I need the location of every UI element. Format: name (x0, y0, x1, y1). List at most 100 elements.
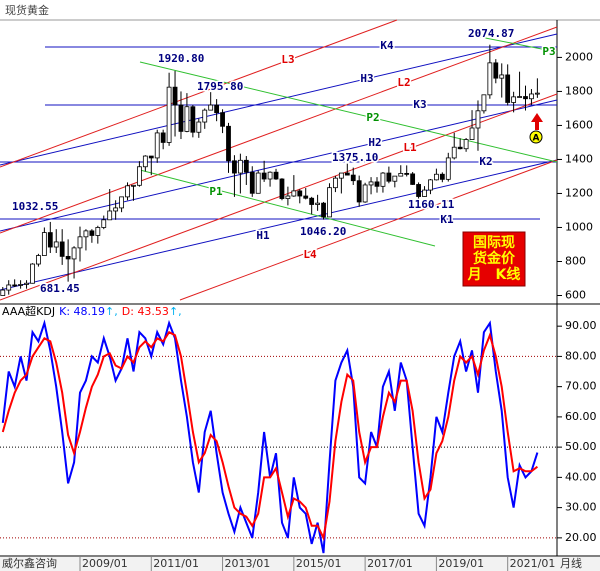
price-label: 1795.80 (197, 80, 243, 93)
candle-body (392, 175, 398, 182)
candle-body (12, 284, 18, 287)
legend-arrow: ↑, (105, 305, 118, 318)
line-label: L4 (303, 248, 317, 261)
candle-body (523, 96, 528, 100)
candle-body (131, 184, 136, 187)
x-axis-strip (0, 557, 600, 571)
line-label: P1 (209, 185, 223, 198)
badge-text: 月 K线 (467, 266, 521, 283)
line-label: L1 (403, 141, 417, 154)
candle-body (59, 241, 65, 257)
line-label: L3 (281, 53, 294, 66)
candle-body (214, 104, 220, 114)
line-label: K2 (479, 155, 492, 168)
trend-line (139, 169, 436, 247)
chart-title: 现货黄金 (5, 3, 49, 17)
price-label: 1920.80 (158, 52, 204, 65)
candle-body (368, 181, 374, 186)
candle-body (30, 263, 35, 284)
marker-circle (529, 130, 543, 144)
x-tick-label: 2021/01 (510, 557, 556, 570)
candle-body (445, 157, 451, 180)
candle-body (475, 110, 481, 129)
candle-body (77, 236, 83, 249)
candle-body (220, 112, 225, 127)
candle-body (362, 184, 368, 203)
marker: A (529, 113, 543, 144)
trend-line (179, 159, 558, 301)
candle-body (107, 210, 113, 221)
candle-body (148, 155, 154, 159)
candle-body (41, 232, 47, 256)
price-label: 1032.55 (12, 200, 58, 213)
y-tick-label: 1600 (565, 118, 593, 131)
y-tick-label: 90.00 (565, 319, 597, 332)
series-line (1, 330, 539, 542)
x-tick-label: 2013/01 (225, 557, 271, 570)
y-tick-label: 1800 (565, 84, 593, 97)
trend-line (469, 34, 558, 53)
candle-body (89, 230, 95, 236)
candle-body (125, 185, 130, 198)
candle-body (113, 207, 119, 212)
candle-body (433, 173, 439, 181)
trend-line (0, 159, 558, 291)
trend-line (0, 33, 558, 166)
y-tick-label: 30.00 (565, 501, 597, 514)
candle-body (237, 159, 243, 174)
candle-body (469, 127, 475, 140)
trend-line (0, 99, 558, 232)
candle-body (374, 181, 380, 187)
candle-body (534, 92, 540, 95)
candle-body (428, 179, 433, 191)
candle-body (285, 195, 291, 199)
candle-body (166, 86, 172, 143)
price-label: 1160.11 (408, 198, 455, 211)
period-label: 月线 (560, 556, 582, 570)
candle-body (457, 146, 463, 150)
candle-body (333, 177, 338, 189)
line-label: L2 (397, 76, 410, 89)
candle-body (356, 180, 362, 203)
candle-body (83, 230, 89, 238)
x-tick-label: 2019/01 (438, 557, 484, 570)
candle-body (422, 189, 427, 197)
y-tick-label: 70.00 (565, 380, 597, 393)
trend-line (0, 93, 558, 301)
y-tick-label: 2000 (565, 50, 593, 63)
line-label: K4 (380, 39, 394, 52)
y-tick-label: 1400 (565, 152, 593, 165)
candle-body (190, 106, 196, 133)
candle-body (24, 282, 29, 285)
candle-body (279, 178, 285, 199)
line-label: H1 (256, 229, 270, 242)
candle-body (172, 86, 178, 106)
candles (0, 44, 540, 296)
candle-body (463, 139, 469, 150)
candle-body (517, 96, 522, 98)
candle-body (267, 171, 273, 180)
candle-body (243, 159, 249, 173)
candle-body (47, 232, 53, 248)
y-tick-label: 60.00 (565, 410, 597, 423)
candle-body (136, 166, 142, 186)
line-label: K3 (413, 98, 426, 111)
y-tick-label: 600 (565, 288, 586, 301)
candle-body (196, 121, 202, 133)
price-labels: 2074.87 1920.80 1795.80 1375.10 1160.11 … (11, 26, 516, 297)
candle-body (119, 196, 124, 209)
candle-body (439, 173, 445, 180)
badge: 国际现 货金价 月 K线 (462, 231, 526, 287)
candle-body (53, 241, 59, 248)
badge-text: 国际现 (473, 235, 515, 251)
legend-entry: K: 48.19 (59, 305, 105, 318)
indicator-panel: 20.00 30.00 40.00 50.00 60.00 70.00 80.00 90.00 (0, 319, 597, 554)
candle-body (344, 172, 350, 176)
candle-body (511, 96, 517, 103)
candle-body (410, 173, 416, 185)
line-label: H2 (368, 136, 381, 149)
y-tick-label: 80.00 (565, 349, 597, 362)
candle-body (291, 190, 297, 197)
candle-body (249, 171, 255, 194)
candle-body (487, 62, 493, 96)
